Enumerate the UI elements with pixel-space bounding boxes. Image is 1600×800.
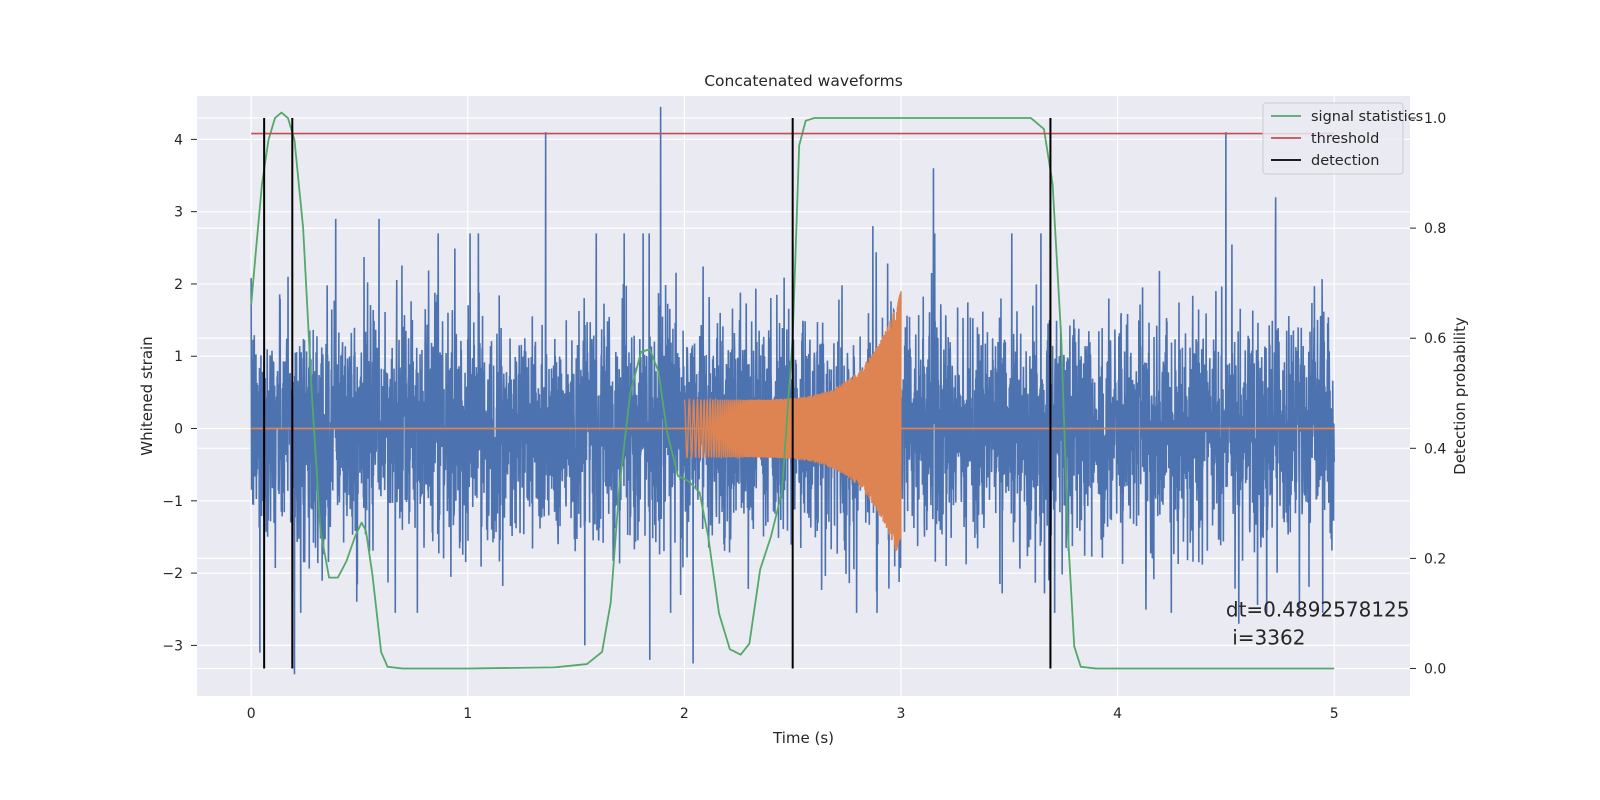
annotation-index: i=3362 <box>1226 625 1306 649</box>
x-tick-label: 2 <box>680 706 689 722</box>
y-axis-label: Whitened strain <box>138 336 156 455</box>
legend-entry-signal-statistics: signal statistics <box>1311 109 1423 125</box>
series-signal-statistics <box>250 111 1335 670</box>
y-tick-label: 4 <box>174 132 183 148</box>
signal-statistics-line <box>250 111 1335 670</box>
y-tick-label: 0 <box>174 422 183 438</box>
y2-tick-label: 0.8 <box>1424 221 1446 237</box>
y2-tick-label: 0.4 <box>1424 441 1446 457</box>
x-axis-label: Time (s) <box>772 729 834 747</box>
legend-box <box>1262 102 1404 175</box>
y-tick-label: −3 <box>162 638 183 654</box>
y2-tick-label: 0.0 <box>1424 661 1446 677</box>
x-tick-label: 3 <box>897 706 906 722</box>
legend-entry-detection: detection <box>1311 153 1379 169</box>
x-tick-label: 0 <box>247 706 256 722</box>
y2-axis-label: Detection probability <box>1451 317 1469 475</box>
y-tick-label: −1 <box>162 494 183 510</box>
x-tick-label: 5 <box>1330 706 1339 722</box>
y-tick-label: 3 <box>174 205 183 221</box>
series-detection <box>263 118 1052 669</box>
y2-tick-label: 0.6 <box>1424 331 1446 347</box>
y-tick-label: −2 <box>162 566 183 582</box>
annotation-dt: dt=0.4892578125 <box>1226 597 1410 621</box>
y2-tick-label: 0.2 <box>1424 551 1446 567</box>
y-tick-label: 2 <box>174 277 183 293</box>
x-tick-label: 1 <box>463 706 472 722</box>
axis-ticks: 0 1 2 3 4 5 −3 −2 −1 0 1 2 3 4 0.0 0.2 0.4 0.6 0.8 1.0 <box>162 111 1446 722</box>
y2-tick-label: 1.0 <box>1424 111 1446 127</box>
legend: signal statistics threshold detection <box>1262 102 1423 175</box>
legend-entry-threshold: threshold <box>1311 131 1379 147</box>
chart-title: Concatenated waveforms <box>704 72 903 90</box>
y-tick-label: 1 <box>174 349 183 365</box>
x-tick-label: 4 <box>1113 706 1122 722</box>
